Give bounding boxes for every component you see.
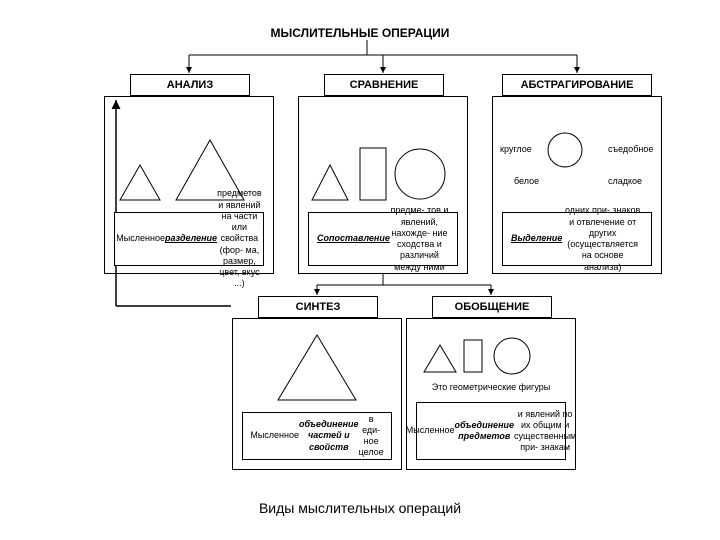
t: Мысленное (116, 233, 165, 244)
generalization-label: ОБОБЩЕНИЕ (432, 296, 552, 318)
analysis-label: АНАЛИЗ (130, 74, 250, 96)
comparison-label: СРАВНЕНИЕ (324, 74, 444, 96)
synthesis-label: СИНТЕЗ (258, 296, 378, 318)
t: Мысленное (250, 430, 299, 441)
t: одних при- знаков и отвлечение от других… (562, 205, 643, 273)
abstraction-word-2: съедобное (608, 144, 653, 154)
analysis-desc: Мысленное разделение предметов и явлений… (114, 212, 264, 266)
t: предметов и явлений на части или свойств… (217, 188, 262, 289)
t: Выделение (511, 233, 562, 244)
abstraction-word-3: белое (514, 176, 539, 186)
t: и явлений по их общим и существенным при… (514, 409, 576, 454)
generalization-note: Это геометрические фигуры (416, 382, 566, 392)
t: объединение предметов (454, 420, 514, 443)
abstraction-word-1: круглое (500, 144, 532, 154)
t: объединение частей и свойств (299, 419, 359, 453)
t: в еди- ное целое (359, 414, 384, 459)
t: Мысленное (406, 425, 455, 436)
t: Сопоставление (317, 233, 390, 244)
diagram-title: МЫСЛИТЕЛЬНЫЕ ОПЕРАЦИИ (0, 26, 720, 40)
synthesis-desc: Мысленное объединение частей и свойств в… (242, 412, 392, 460)
comparison-desc: Сопоставление предме- тов и явлений, нах… (308, 212, 458, 266)
abstraction-word-4: сладкое (608, 176, 642, 186)
abstraction-label: АБСТРАГИРОВАНИЕ (502, 74, 652, 96)
abstraction-desc: Выделение одних при- знаков и отвлечение… (502, 212, 652, 266)
diagram-caption: Виды мыслительных операций (0, 500, 720, 516)
generalization-desc: Мысленное объединение предметов и явлени… (416, 402, 566, 460)
t: разделение (165, 233, 217, 244)
t: предме- тов и явлений, нахожде- ние сход… (390, 205, 449, 273)
